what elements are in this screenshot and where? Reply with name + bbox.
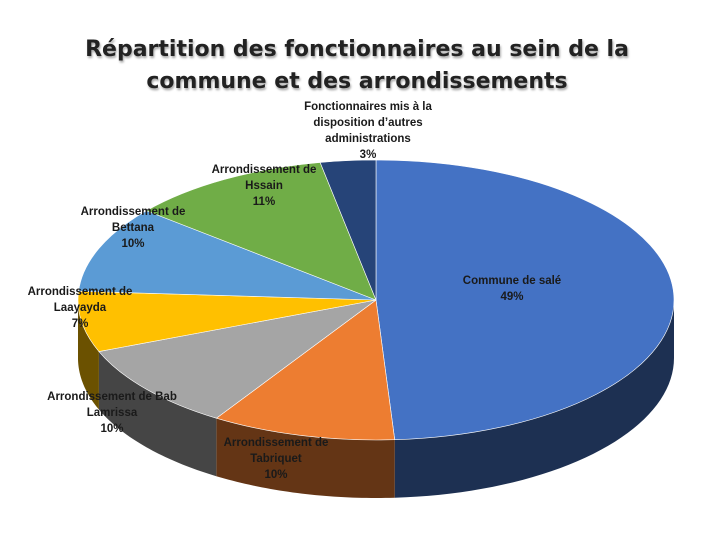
pie-slice-1 bbox=[215, 299, 396, 441]
data-label-1-line-0: Arrondissement de bbox=[223, 437, 329, 449]
pie-slice-5 bbox=[145, 162, 377, 301]
data-label-2: Arrondissement de Bab Lamrissa 10% bbox=[47, 389, 177, 437]
data-label-2-pct: 10% bbox=[100, 423, 124, 435]
data-label-0-pct: 49% bbox=[500, 291, 524, 303]
data-label-3-line-1: Laayayda bbox=[53, 302, 107, 314]
data-label-1-line-1: Tabriquet bbox=[250, 453, 302, 465]
data-label-4: Arrondissement de Bettana 10% bbox=[81, 204, 186, 252]
pie-slice-6 bbox=[319, 159, 377, 301]
data-label-5-pct: 11% bbox=[252, 196, 276, 208]
data-label-3-line-0: Arrondissement de bbox=[27, 286, 133, 298]
pie-side-1 bbox=[216, 418, 395, 498]
data-label-1: Arrondissement de Tabriquet 10% bbox=[224, 435, 329, 483]
data-label-2-line-0: Arrondissement de Bab bbox=[47, 391, 177, 403]
pie-slice-4 bbox=[78, 210, 377, 301]
data-label-2-line-1: Lamrissa bbox=[86, 407, 138, 419]
data-label-6-pct: 3% bbox=[359, 149, 377, 161]
pie-tops bbox=[77, 159, 675, 441]
data-label-6-line-2: administrations bbox=[325, 133, 411, 145]
data-label-4-line-1: Bettana bbox=[111, 222, 155, 234]
data-label-3-pct: 7% bbox=[71, 318, 89, 330]
chart-title: Répartition des fonctionnaires au sein d… bbox=[0, 34, 714, 98]
chart-title-line-2: commune et des arrondissements bbox=[146, 69, 568, 94]
pie-side-3 bbox=[78, 300, 99, 410]
data-label-5: Arrondissement de Hssain 11% bbox=[212, 162, 317, 210]
data-label-5-line-0: Arrondissement de bbox=[211, 164, 317, 176]
data-label-5-line-1: Hssain bbox=[245, 180, 283, 192]
pie-sides bbox=[78, 300, 674, 498]
pie-side-0 bbox=[394, 300, 674, 498]
data-label-0: Commune de salé 49% bbox=[463, 273, 561, 305]
data-label-6-line-1: disposition d’autres bbox=[313, 117, 423, 129]
pie-slice-0 bbox=[375, 159, 675, 441]
data-label-6: Fonctionnaires mis à la disposition d’aut… bbox=[304, 99, 432, 163]
pie-slice-3 bbox=[77, 290, 377, 352]
data-label-0-line-0: Commune de salé bbox=[462, 275, 562, 287]
chart-title-line-1: Répartition des fonctionnaires au sein d… bbox=[85, 37, 629, 62]
data-label-4-pct: 10% bbox=[121, 238, 145, 250]
data-label-4-line-0: Arrondissement de bbox=[80, 206, 186, 218]
data-label-3: Arrondissement de Laayayda 7% bbox=[28, 284, 133, 332]
data-label-6-line-0: Fonctionnaires mis à la bbox=[304, 101, 432, 113]
pie-side-2 bbox=[98, 351, 217, 477]
pie-slice-2 bbox=[98, 299, 377, 419]
data-label-1-pct: 10% bbox=[264, 469, 288, 481]
